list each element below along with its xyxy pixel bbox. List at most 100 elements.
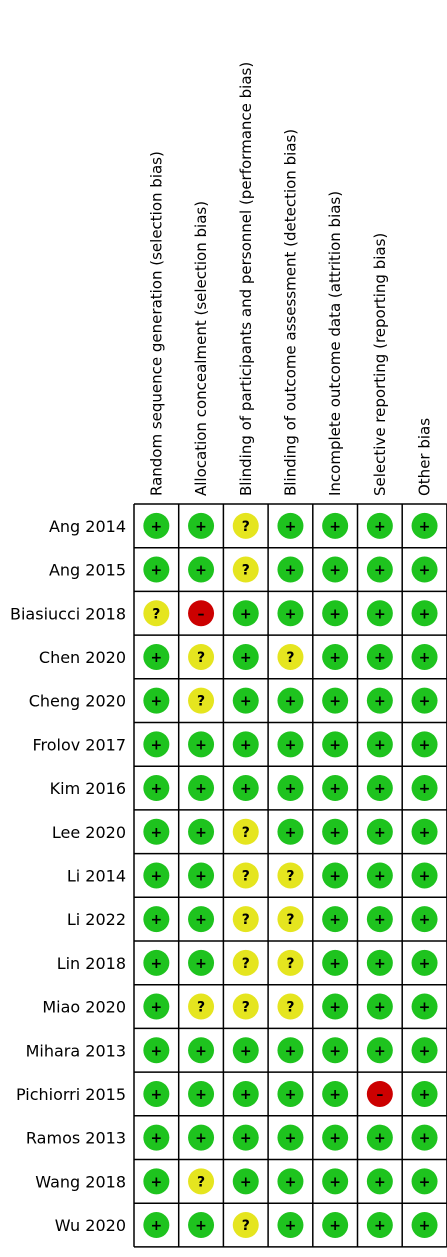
judgement-mark-low: + [277,556,304,583]
judgement-circle [411,1212,438,1239]
judgement-circle [143,731,170,758]
judgement-mark-low: + [143,1168,170,1195]
judgement-mark-low: + [322,512,349,539]
judgement-mark-low: + [366,1037,393,1064]
judgement-mark-low: + [411,862,438,889]
judgement-symbol: + [285,737,297,753]
judgement-mark-low: + [232,1168,259,1195]
judgement-mark-unclear: ? [232,818,259,845]
judgement-mark-low: + [143,1212,170,1239]
judgement-circle [366,818,393,845]
judgement-symbol: + [285,519,297,535]
judgement-symbol: + [195,1218,207,1234]
judgement-symbol: + [419,1174,431,1190]
row-label: Lin 2018 [57,954,126,973]
column-labels: Random sequence generation (selection bi… [147,62,433,496]
judgement-circle [322,512,349,539]
judgement-circle [277,1124,304,1151]
judgement-symbol: + [240,737,252,753]
judgement-symbol: + [150,563,162,579]
judgement-mark-unclear: ? [232,512,259,539]
judgement-circle [188,818,215,845]
judgement-mark-low: + [188,1124,215,1151]
judgement-circle [411,949,438,976]
judgement-symbol: + [240,781,252,797]
judgement-mark-low: + [143,1037,170,1064]
judgement-mark-unclear: ? [188,993,215,1020]
row-label: Pichiorri 2015 [16,1085,126,1104]
judgement-mark-low: + [188,862,215,889]
judgement-symbol: + [329,781,341,797]
judgement-circle [143,1124,170,1151]
judgement-mark-low: + [322,818,349,845]
judgement-mark-low: + [143,687,170,714]
judgement-symbol: + [419,868,431,884]
judgement-mark-low: + [143,949,170,976]
judgement-circle [411,731,438,758]
judgement-circle [143,1212,170,1239]
row-label: Lee 2020 [52,823,126,842]
judgement-circle [366,600,393,627]
judgement-symbol: + [329,1131,341,1147]
judgement-mark-low: + [277,1037,304,1064]
judgement-circle [366,687,393,714]
judgement-symbol: + [195,1043,207,1059]
judgement-symbol: ? [242,912,250,928]
judgement-circle [232,775,259,802]
judgement-mark-low: + [188,1212,215,1239]
judgement-circle [143,949,170,976]
judgement-mark-low: + [232,1037,259,1064]
judgement-symbol: + [374,1218,386,1234]
judgement-circle [366,949,393,976]
judgement-symbol: + [419,1000,431,1016]
judgement-mark-unclear: ? [143,600,170,627]
judgement-circle [143,818,170,845]
judgement-circle [411,643,438,670]
column-label: Blinding of participants and personnel (… [237,62,255,496]
judgement-mark-low: + [322,556,349,583]
judgement-symbol: + [195,1131,207,1147]
judgement-circle [232,1080,259,1107]
judgement-symbol: + [240,1043,252,1059]
judgement-circle [322,1037,349,1064]
judgement-circle [322,1212,349,1239]
judgement-mark-high: – [188,600,215,627]
judgement-mark-low: + [143,1080,170,1107]
column-label: Blinding of outcome assessment (detectio… [281,129,299,496]
judgement-symbol: + [419,1043,431,1059]
judgement-circle [232,993,259,1020]
row-label: Ang 2014 [49,517,126,536]
judgement-circle [277,993,304,1020]
judgement-symbol: ? [286,956,294,972]
judgement-symbol: + [285,825,297,841]
judgement-circle [277,775,304,802]
judgement-circle [322,687,349,714]
judgement-symbol: + [150,1000,162,1016]
judgement-mark-low: + [143,643,170,670]
judgement-mark-unclear: ? [232,993,259,1020]
judgement-circle [232,1124,259,1151]
judgement-symbol: + [240,606,252,622]
judgement-mark-unclear: ? [232,1212,259,1239]
judgement-symbol: + [419,694,431,710]
judgement-mark-low: + [366,687,393,714]
judgement-symbol: + [329,1000,341,1016]
judgement-mark-low: + [188,512,215,539]
judgement-circle [188,906,215,933]
judgement-mark-low: + [143,993,170,1020]
judgement-mark-low: + [411,1124,438,1151]
judgement-mark-unclear: ? [232,862,259,889]
judgement-mark-low: + [143,1124,170,1151]
judgement-circle [188,993,215,1020]
judgement-mark-low: + [366,556,393,583]
judgement-circle [232,862,259,889]
judgement-mark-low: + [322,1037,349,1064]
judgement-circle [277,906,304,933]
judgement-symbol: + [240,694,252,710]
judgement-mark-low: + [232,643,259,670]
judgement-mark-low: + [188,1037,215,1064]
judgement-circle [143,906,170,933]
judgement-circle [143,687,170,714]
judgement-circle [411,775,438,802]
judgement-symbol: + [419,1087,431,1103]
